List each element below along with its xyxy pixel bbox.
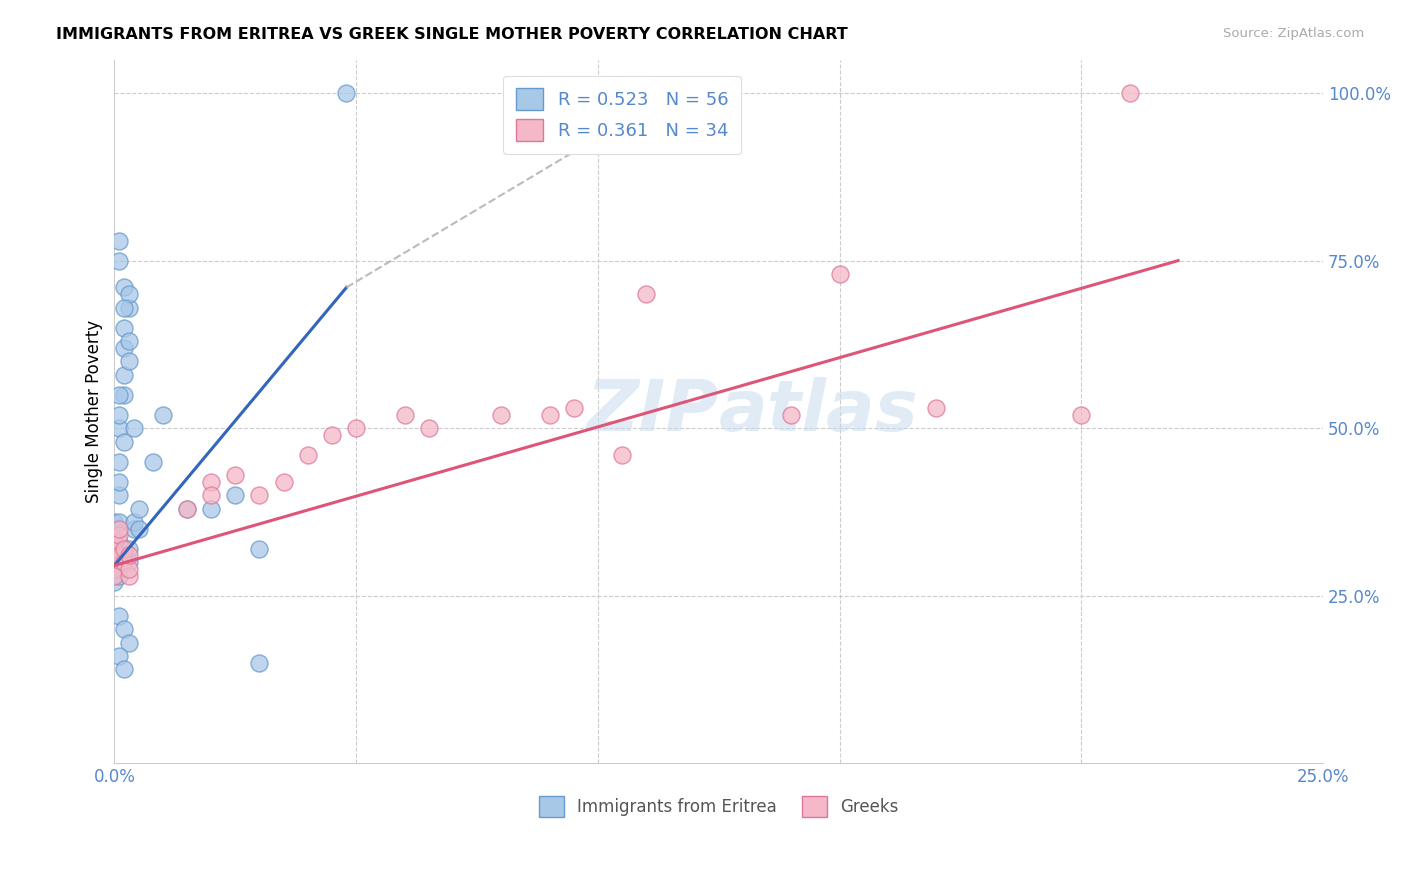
Point (108, 568, 131, 582)
Point (321, 427, 343, 442)
Legend: Immigrants from Eritrea, Greeks: Immigrants from Eritrea, Greeks (530, 789, 907, 825)
Point (108, 562, 131, 576)
Point (335, 86, 357, 100)
Point (112, 622, 135, 636)
Point (112, 549, 135, 563)
Point (103, 528, 125, 542)
Point (128, 522, 150, 536)
Point (200, 488, 222, 502)
Point (112, 555, 135, 569)
Point (108, 234, 131, 248)
Point (249, 656, 271, 670)
Point (103, 562, 125, 576)
Point (249, 488, 271, 502)
Text: ZIP: ZIP (586, 376, 718, 446)
Point (103, 555, 125, 569)
Point (925, 401, 948, 415)
Point (108, 648, 131, 663)
Point (112, 434, 135, 449)
Point (112, 320, 135, 334)
Point (103, 541, 125, 556)
Point (103, 535, 125, 549)
Point (224, 488, 246, 502)
Point (118, 568, 141, 582)
Point (118, 334, 141, 348)
Point (394, 408, 416, 422)
Point (176, 501, 198, 516)
Point (142, 455, 165, 469)
Point (112, 387, 135, 401)
Point (103, 549, 125, 563)
Point (112, 662, 135, 676)
Point (103, 562, 125, 576)
Point (538, 408, 561, 422)
Point (273, 475, 295, 489)
Point (152, 408, 174, 422)
Point (108, 549, 131, 563)
Point (103, 535, 125, 549)
Point (118, 562, 141, 576)
Point (176, 501, 198, 516)
Point (118, 555, 141, 569)
Y-axis label: Single Mother Poverty: Single Mother Poverty (86, 320, 103, 503)
Text: IMMIGRANTS FROM ERITREA VS GREEK SINGLE MOTHER POVERTY CORRELATION CHART: IMMIGRANTS FROM ERITREA VS GREEK SINGLE … (56, 27, 848, 42)
Point (122, 515, 145, 529)
Text: atlas: atlas (718, 376, 918, 446)
Point (200, 475, 222, 489)
Point (636, 287, 658, 301)
Point (108, 549, 131, 563)
Point (103, 555, 125, 569)
Point (112, 280, 135, 294)
Point (122, 522, 145, 536)
Point (118, 354, 141, 368)
Point (108, 522, 131, 536)
Point (108, 608, 131, 623)
Point (112, 301, 135, 315)
Point (103, 568, 125, 582)
Point (108, 421, 131, 435)
Point (103, 522, 125, 536)
Point (108, 408, 131, 422)
Point (118, 635, 141, 649)
Point (128, 501, 150, 516)
Point (108, 535, 131, 549)
Text: Source: ZipAtlas.com: Source: ZipAtlas.com (1223, 27, 1364, 40)
Point (418, 421, 440, 435)
Point (112, 555, 135, 569)
Point (112, 368, 135, 382)
Point (224, 468, 246, 483)
Point (297, 448, 319, 462)
Point (118, 287, 141, 301)
Point (108, 253, 131, 268)
Point (122, 421, 145, 435)
Point (118, 541, 141, 556)
Point (103, 575, 125, 590)
Point (562, 401, 585, 415)
Point (103, 568, 125, 582)
Point (249, 541, 271, 556)
Point (489, 408, 512, 422)
Point (610, 448, 633, 462)
Point (118, 549, 141, 563)
Point (112, 541, 135, 556)
Point (108, 528, 131, 542)
Point (780, 408, 803, 422)
Point (344, 421, 367, 435)
Point (108, 475, 131, 489)
Point (112, 341, 135, 355)
Point (108, 515, 131, 529)
Point (118, 301, 141, 315)
Point (1070, 408, 1092, 422)
Point (108, 488, 131, 502)
Point (828, 267, 851, 281)
Point (103, 541, 125, 556)
Point (103, 515, 125, 529)
Point (108, 387, 131, 401)
Point (1119, 86, 1142, 100)
Point (200, 501, 222, 516)
Point (108, 455, 131, 469)
